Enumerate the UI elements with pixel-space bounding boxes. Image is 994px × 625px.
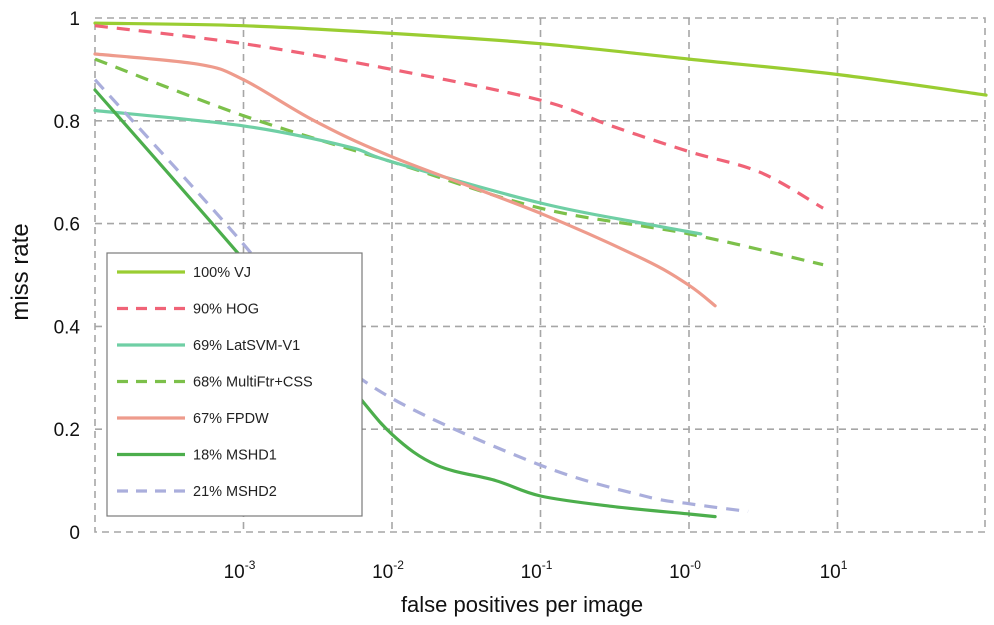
x-axis-label: false positives per image [401, 592, 643, 617]
series-line-67-fpdw [93, 52, 717, 308]
x-tick-label: 10-0 [669, 558, 701, 583]
legend-label-68-multiftr-css: 68% MultiFtr+CSS [193, 375, 313, 391]
legend: 100% VJ 90% HOG 69% LatSVM-V1 68% MultiFtr+… [106, 252, 363, 517]
legend-label-18-mshd1: 18% MSHD1 [193, 448, 277, 464]
x-tick-label: 10-3 [224, 558, 256, 583]
x-tick-label: 10-1 [521, 558, 553, 583]
y-tick-label: 0.8 [54, 112, 80, 133]
y-tick-label: 0 [69, 523, 80, 544]
y-tick-label: 0.4 [54, 317, 81, 338]
y-tick-label: 1 [69, 9, 80, 30]
legend-label-100-vj: 100% VJ [193, 265, 251, 281]
legend-label-67-fpdw: 67% FPDW [193, 411, 269, 427]
y-tick-label: 0.2 [54, 420, 80, 441]
series-line-69-latsvm-v1 [93, 108, 703, 236]
series-line-100-vj [93, 21, 988, 97]
x-tick-label: 10-2 [372, 558, 404, 583]
series-line-90-hog [94, 24, 824, 210]
legend-label-90-hog: 90% HOG [193, 302, 259, 318]
series-line-21-mshd2 [93, 78, 749, 513]
legend-label-21-mshd2: 21% MSHD2 [193, 484, 277, 500]
legend-label-69-latsvm-v1: 69% LatSVM-V1 [193, 338, 300, 354]
y-axis-label: miss rate [7, 223, 34, 320]
legend-box [106, 252, 363, 517]
series-line-68-multiftr-css [94, 57, 824, 267]
x-tick-label: 101 [820, 558, 848, 583]
y-tick-label: 0.6 [54, 215, 80, 236]
